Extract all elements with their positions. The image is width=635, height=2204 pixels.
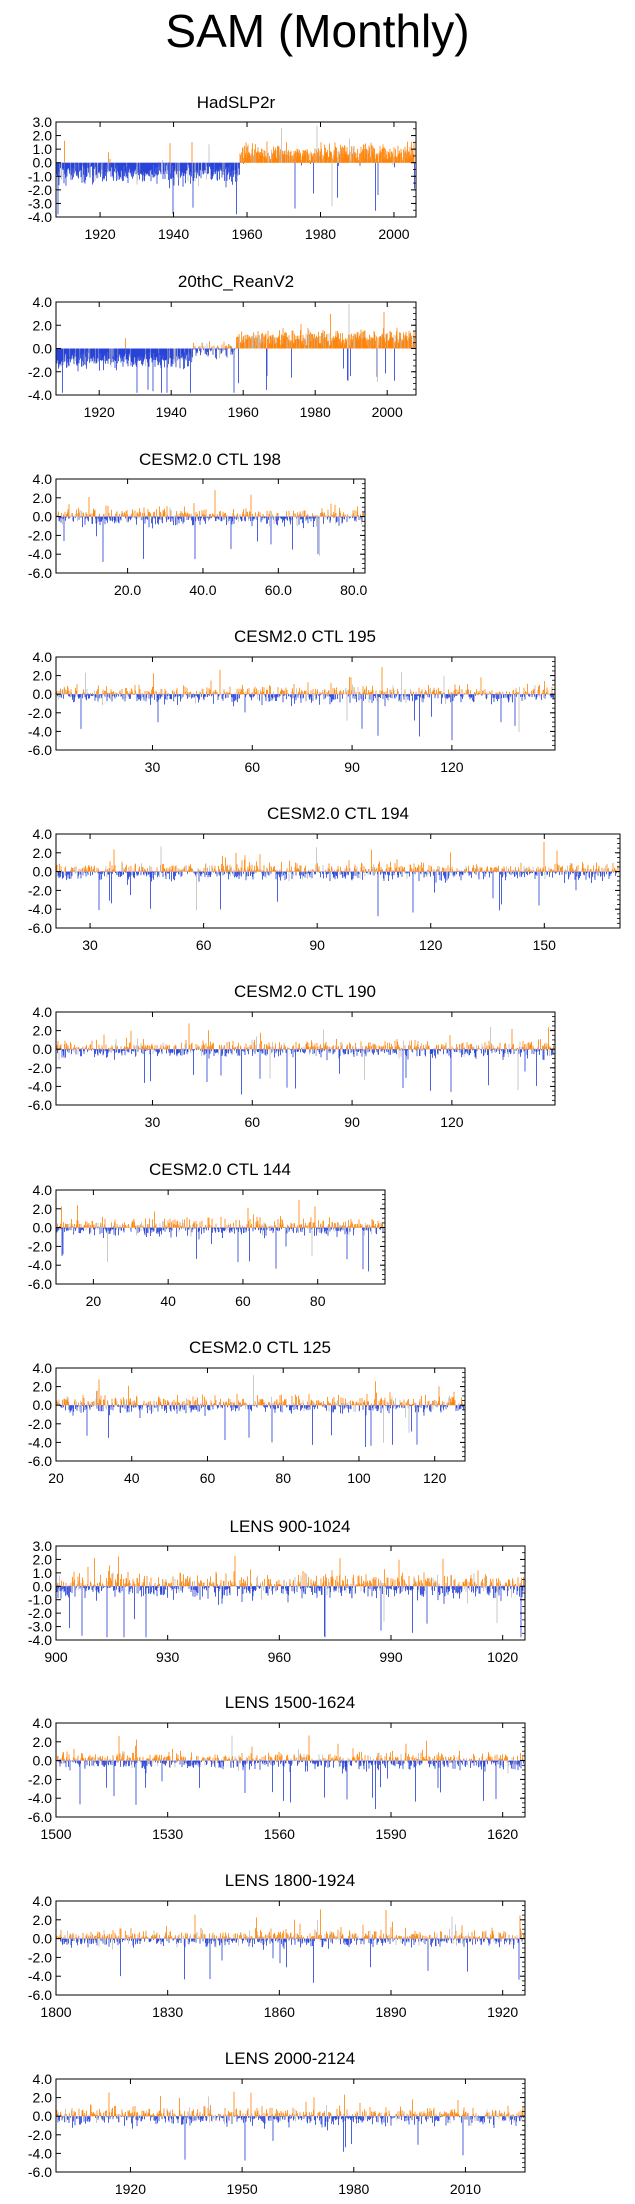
x-tick-label: 80.0 [340,582,367,598]
x-tick-label: 90 [309,937,325,953]
y-tick-label: 4.0 [33,294,53,310]
y-tick-label: 0.0 [33,509,53,525]
y-tick-label: 4.0 [33,471,53,487]
y-tick-label: -2.0 [28,364,52,380]
y-tick-label: -6.0 [28,920,52,936]
bar-series [56,842,619,917]
y-tick-label: 2.0 [33,845,53,861]
y-tick-label: 2.0 [33,317,53,333]
x-tick-label: 60.0 [265,582,292,598]
x-tick-label: 1940 [158,226,189,242]
plot-frame [55,656,556,751]
chart-title: CESM2.0 CTL 190 [234,982,376,1001]
y-tick-label: -3.0 [28,195,52,211]
y-tick-label: -2.0 [28,705,52,721]
x-tick-label: 30 [82,937,98,953]
y-tick-label: -2.0 [28,527,52,543]
y-tick-label: -1.0 [28,168,52,184]
y-tick-label: 3.0 [33,114,53,130]
x-tick-label: 20.0 [114,582,141,598]
y-tick-label: 2.0 [33,668,53,684]
x-tick-label: 1980 [300,404,331,420]
x-tick-label: 1960 [228,404,259,420]
y-tick-label: 4.0 [33,649,53,665]
chart-panel: HadSLP2r 3.02.01.00.0-1.0-2.0-3.0-4.0 1920… [28,93,417,242]
chart-panel: CESM2.0 CTL 194 4.0 2.0 0.0 -2.0 -4.0 -6.0 30 60… [28,804,621,953]
plot-frame [55,833,621,929]
y-tick-label: -6.0 [28,742,52,758]
bar-series [56,490,364,562]
x-tick-label: 30 [145,759,161,775]
page-title: SAM (Monthly) [165,5,470,57]
y-tick-label: 0.0 [33,155,53,171]
y-tick-label: -6.0 [28,565,52,581]
x-tick-label: 60 [196,937,212,953]
y-tick-label: -4.0 [28,209,52,225]
bar-series [56,125,415,215]
x-tick-label: 1940 [156,404,187,420]
y-tick-label: -2.0 [28,882,52,898]
x-tick-label: 1920 [85,226,116,242]
y-tick-label: -2.0 [28,182,52,198]
x-tick-label: 60 [244,759,260,775]
bar-series [56,304,415,393]
bar-series [56,1023,554,1095]
y-tick-label: 2.0 [33,128,53,144]
chart-title: CESM2.0 CTL 194 [267,804,409,823]
x-tick-label: 1920 [84,404,115,420]
bar-series [56,667,554,741]
chart-panel: 20thC_ReanV2 4.0 2.0 0.0 -2.0 -4.0 1920 1940 196… [28,272,417,420]
y-tick-label: 1.0 [33,141,53,157]
x-tick-label: 1980 [305,226,336,242]
y-tick-label: -4.0 [28,723,52,739]
x-tick-label: 90 [344,759,360,775]
chart-title: CESM2.0 CTL 198 [139,450,281,469]
y-tick-label: -4.0 [28,546,52,562]
y-tick-label: -4.0 [28,901,52,917]
y-tick-label: 4.0 [33,826,53,842]
x-tick-label: 40.0 [189,582,216,598]
y-tick-label: -4.0 [28,387,52,403]
x-tick-label: 2000 [372,404,403,420]
chart-title: 20thC_ReanV2 [178,272,294,291]
y-tick-label: 2.0 [33,490,53,506]
chart-title: CESM2.0 CTL 195 [234,627,376,646]
y-tick-label: 0.0 [33,686,53,702]
x-tick-label: 120 [440,759,464,775]
x-tick-label: 1960 [231,226,262,242]
y-tick-label: 0.0 [33,864,53,880]
x-tick-label: 150 [533,937,557,953]
chart-panel: CESM2.0 CTL 198 4.0 2.0 0.0 -2.0 -4.0 -6.0 20.0… [28,450,368,598]
x-tick-label: 2000 [378,226,409,242]
x-tick-label: 120 [419,937,443,953]
plot-frame [55,478,366,574]
y-tick-label: 0.0 [33,341,53,357]
chart-title: HadSLP2r [197,93,276,112]
chart-panel: CESM2.0 CTL 195 4.0 2.0 0.0 -2.0 -4.0 -6.0 30 60… [28,627,556,775]
